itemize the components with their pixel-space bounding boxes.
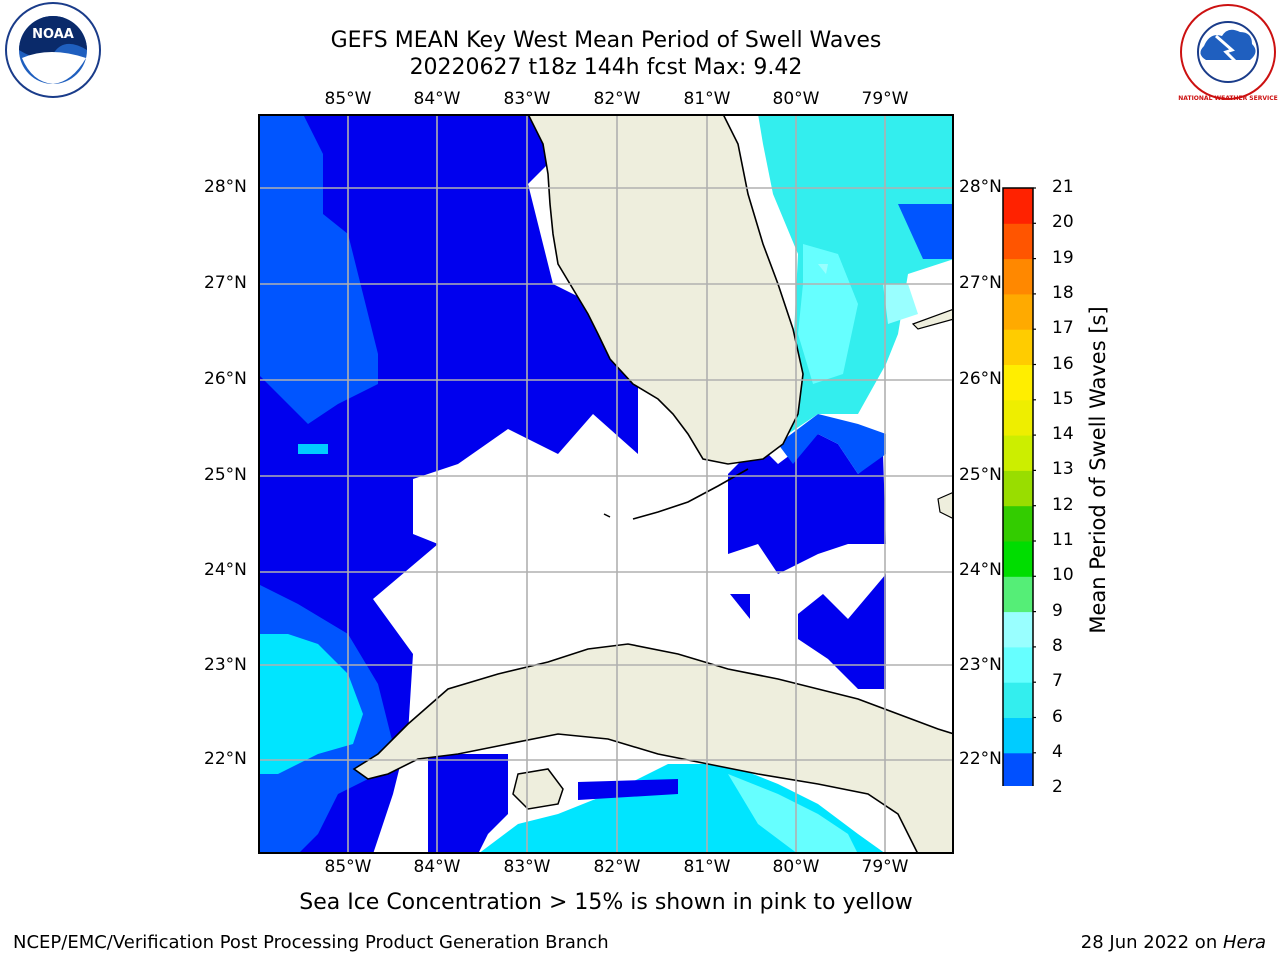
lat-tick-left: 25°N (204, 465, 247, 485)
noaa-logo: NOAA (5, 2, 101, 98)
colorbar-segment (1003, 188, 1033, 224)
lon-tick-top: 80°W (772, 89, 820, 109)
colorbar-segment (1003, 258, 1033, 295)
colorbar-segment (1003, 505, 1033, 542)
lon-tick-top: 83°W (503, 89, 551, 109)
field-4to6-sw (258, 634, 363, 774)
noaa-logo-text: NOAA (32, 27, 74, 42)
lat-tick-right: 28°N (959, 177, 1002, 197)
colorbar-segment (1003, 364, 1033, 401)
colorbar-tick-label: 11 (1052, 530, 1074, 550)
graticule (258, 114, 954, 854)
lat-tick-left: 26°N (204, 369, 247, 389)
lat-tick-left: 22°N (204, 749, 247, 769)
lat-tick-right: 26°N (959, 369, 1002, 389)
colorbar-tick-label: 18 (1052, 282, 1074, 303)
colorbar (1002, 187, 1036, 786)
lat-tick-right: 27°N (959, 273, 1002, 293)
lat-tick-right: 22°N (959, 749, 1002, 769)
colorbar-tick-label: 13 (1052, 459, 1074, 480)
lon-tick-top: 82°W (593, 89, 641, 109)
field-2to4-atlantic (778, 414, 886, 474)
lon-tick-top: 85°W (324, 89, 372, 109)
lat-tick-left: 27°N (204, 273, 247, 293)
colorbar-segment (1003, 470, 1033, 507)
colorbar-segment (1003, 576, 1033, 613)
map-title: GEFS MEAN Key West Mean Period of Swell … (330, 28, 882, 53)
lat-tick-left: 23°N (204, 655, 247, 675)
colorbar-tick-label: 17 (1052, 318, 1074, 339)
run-date: 28 Jun 2022 on (1080, 932, 1223, 953)
colorbar-segment (1003, 682, 1033, 718)
colorbar-tick-label: 8 (1052, 635, 1063, 656)
lon-tick-bottom: 82°W (593, 857, 641, 877)
lat-tick-right: 25°N (959, 465, 1002, 485)
nws-logo: NATIONAL WEATHER SERVICE (1178, 4, 1278, 102)
lat-tick-left: 24°N (204, 560, 247, 580)
lon-tick-top: 79°W (861, 89, 909, 109)
lon-tick-bottom: 84°W (413, 857, 461, 877)
colorbar-tick-label: 19 (1052, 247, 1074, 268)
colorbar-label: Mean Period of Swell Waves [s] (1086, 306, 1110, 634)
sea-ice-note: Sea Ice Concentration > 15% is shown in … (299, 890, 913, 915)
colorbar-segment (1003, 435, 1033, 471)
colorbar-tick-label: 6 (1052, 706, 1063, 727)
colorbar-segment (1003, 752, 1033, 786)
colorbar-segment (1003, 329, 1033, 365)
colorbar-tick-label: 16 (1052, 353, 1074, 374)
producer-credit: NCEP/EMC/Verification Post Processing Pr… (13, 932, 609, 953)
colorbar-ticks: 2 4 6 7 8 9 10 11 12 13 14 15 16 17 18 19 20 21 (1052, 0, 1092, 960)
keys-coastline (632, 468, 749, 520)
colorbar-segment (1003, 611, 1033, 648)
colorbar-tick-label: 10 (1052, 565, 1074, 586)
colorbar-tick-label: 15 (1052, 388, 1074, 409)
lon-tick-bottom: 83°W (503, 857, 551, 877)
colorbar-frame (1002, 187, 1034, 786)
colorbar-segment (1003, 717, 1033, 754)
lat-tick-right: 24°N (959, 560, 1002, 580)
host-name: Hera (1222, 932, 1266, 953)
colorbar-segment (1003, 399, 1033, 436)
land-isla-juventud (512, 768, 564, 810)
lon-tick-top: 84°W (413, 89, 461, 109)
land-florida (527, 114, 804, 465)
colorbar-tick-label: 7 (1052, 671, 1063, 692)
lat-tick-left: 28°N (204, 177, 247, 197)
colorbar-tick-label: 2 (1052, 777, 1063, 798)
lon-tick-bottom: 79°W (861, 857, 909, 877)
lon-tick-top: 81°W (683, 89, 731, 109)
lat-tick-right: 23°N (959, 655, 1002, 675)
lon-tick-bottom: 81°W (683, 857, 731, 877)
map-panel (258, 114, 954, 854)
colorbar-tick-label: 21 (1052, 177, 1074, 197)
colorbar-segment (1003, 646, 1033, 683)
colorbar-tick-label: 9 (1052, 600, 1063, 621)
lon-tick-bottom: 85°W (324, 857, 372, 877)
field-under2-atlantic (728, 434, 886, 574)
colorbar-segment (1003, 293, 1033, 330)
lon-tick-bottom: 80°W (772, 857, 820, 877)
nws-logo-text: NATIONAL WEATHER SERVICE (1178, 95, 1277, 102)
land-cuba (352, 643, 954, 854)
run-date-credit: 28 Jun 2022 on Hera (1081, 932, 1266, 953)
colorbar-segment (1003, 223, 1033, 260)
colorbar-tick-label: 20 (1052, 212, 1074, 233)
colorbar-tick-label: 14 (1052, 424, 1074, 445)
map-frame (258, 114, 954, 854)
map-subtitle: 20220627 t18z 144h fcst Max: 9.42 (409, 55, 803, 80)
colorbar-tick-label: 4 (1052, 741, 1063, 762)
colorbar-segment (1003, 541, 1033, 577)
colorbar-tick-label: 12 (1052, 494, 1074, 515)
